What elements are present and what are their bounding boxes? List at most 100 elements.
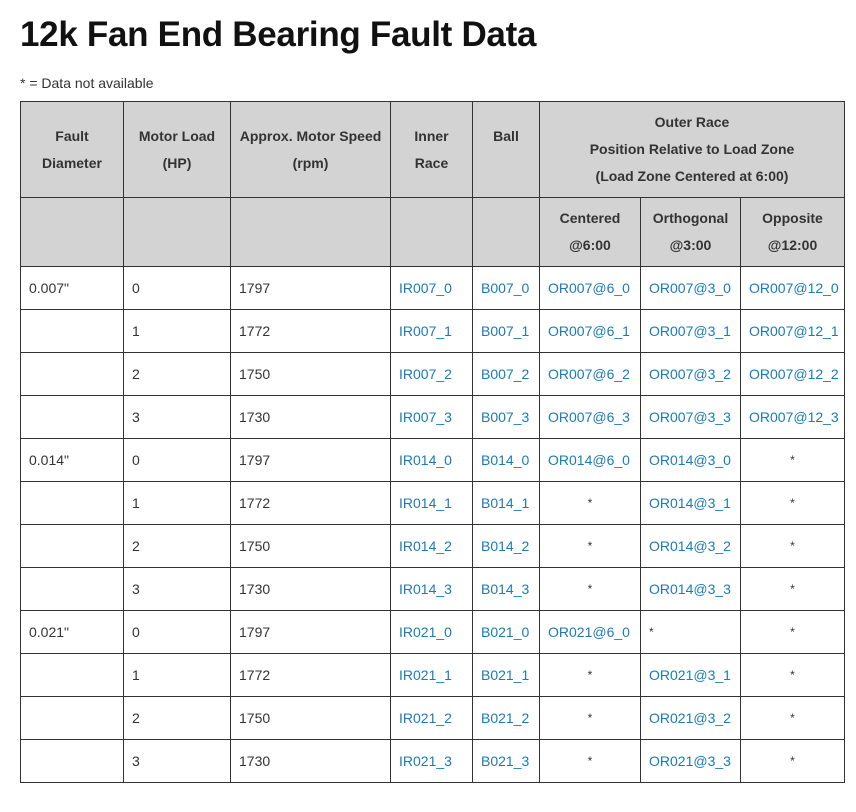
cell-outer-orthogonal[interactable]: OR007@3_3 xyxy=(640,395,741,439)
cell-outer-opposite[interactable]: OR007@12_1 xyxy=(740,309,845,353)
header-row-1: Fault Diameter Motor Load (HP) Approx. M… xyxy=(20,101,845,198)
cell-outer-orthogonal[interactable]: OR014@3_3 xyxy=(640,567,741,611)
cell-motor-load: 0 xyxy=(123,438,231,482)
cell-outer-centered[interactable]: OR007@6_2 xyxy=(539,352,641,396)
cell-outer-centered: * xyxy=(539,696,641,740)
header-spacer xyxy=(481,150,531,177)
cell-outer-centered[interactable]: OR021@6_0 xyxy=(539,610,641,654)
cell-inner-race[interactable]: IR021_0 xyxy=(390,610,473,654)
cell-inner-race[interactable]: IR007_2 xyxy=(390,352,473,396)
cell-motor-load: 3 xyxy=(123,567,231,611)
cell-ball[interactable]: B021_0 xyxy=(472,610,540,654)
cell-motor-speed: 1772 xyxy=(230,653,391,697)
cell-outer-orthogonal[interactable]: OR014@3_1 xyxy=(640,481,741,525)
header-text: @12:00 xyxy=(767,237,818,253)
cell-outer-opposite: * xyxy=(740,481,845,525)
cell-outer-orthogonal[interactable]: OR007@3_2 xyxy=(640,352,741,396)
cell-ball[interactable]: B014_1 xyxy=(472,481,540,525)
table-row: 1 1772 IR021_1 B021_1 * OR021@3_1 * xyxy=(20,653,845,697)
cell-inner-race[interactable]: IR014_2 xyxy=(390,524,473,568)
cell-inner-race[interactable]: IR021_3 xyxy=(390,739,473,783)
cell-motor-load: 1 xyxy=(123,653,231,697)
cell-outer-opposite: * xyxy=(740,610,845,654)
cell-inner-race[interactable]: IR021_1 xyxy=(390,653,473,697)
cell-inner-race[interactable]: IR007_3 xyxy=(390,395,473,439)
cell-ball[interactable]: B007_1 xyxy=(472,309,540,353)
table-row: 2 1750 IR007_2 B007_2 OR007@6_2 OR007@3_2 OR00… xyxy=(20,352,845,396)
cell-outer-opposite: * xyxy=(740,653,845,697)
header-empty xyxy=(230,197,391,267)
header-empty xyxy=(390,197,473,267)
table-row: 1 1772 IR014_1 B014_1 * OR014@3_1 * xyxy=(20,481,845,525)
cell-outer-orthogonal[interactable]: OR007@3_0 xyxy=(640,266,741,310)
cell-outer-opposite: * xyxy=(740,438,845,482)
cell-outer-opposite[interactable]: OR007@12_3 xyxy=(740,395,845,439)
cell-fault-diameter: 0.014" xyxy=(20,438,124,482)
cell-fault-diameter xyxy=(20,481,124,525)
header-text: (Load Zone Centered at 6:00) xyxy=(595,168,789,184)
header-text: Outer Race xyxy=(654,114,730,130)
header-text: Approx. Motor Speed xyxy=(239,127,382,144)
cell-inner-race[interactable]: IR007_1 xyxy=(390,309,473,353)
header-text: Ball xyxy=(493,127,519,144)
cell-inner-race[interactable]: IR021_2 xyxy=(390,696,473,740)
header-text: Position Relative to Load Zone xyxy=(589,141,795,157)
cell-fault-diameter xyxy=(20,696,124,740)
cell-outer-orthogonal[interactable]: OR021@3_3 xyxy=(640,739,741,783)
cell-inner-race[interactable]: IR014_0 xyxy=(390,438,473,482)
cell-ball[interactable]: B021_1 xyxy=(472,653,540,697)
cell-ball[interactable]: B014_0 xyxy=(472,438,540,482)
cell-inner-race[interactable]: IR007_0 xyxy=(390,266,473,310)
header-text: Orthogonal xyxy=(652,210,729,226)
cell-ball[interactable]: B007_3 xyxy=(472,395,540,439)
cell-outer-orthogonal[interactable]: OR014@3_0 xyxy=(640,438,741,482)
cell-ball[interactable]: B014_2 xyxy=(472,524,540,568)
header-motor-speed: Approx. Motor Speed (rpm) xyxy=(230,101,391,198)
cell-ball[interactable]: B007_2 xyxy=(472,352,540,396)
cell-fault-diameter xyxy=(20,653,124,697)
cell-ball[interactable]: B021_2 xyxy=(472,696,540,740)
cell-outer-orthogonal[interactable]: OR021@3_1 xyxy=(640,653,741,697)
header-text: (HP) xyxy=(162,154,192,171)
header-text: (rpm) xyxy=(292,154,329,171)
cell-motor-speed: 1730 xyxy=(230,395,391,439)
cell-motor-speed: 1797 xyxy=(230,266,391,310)
cell-outer-centered[interactable]: OR007@6_3 xyxy=(539,395,641,439)
cell-inner-race[interactable]: IR014_3 xyxy=(390,567,473,611)
cell-outer-centered[interactable]: OR007@6_0 xyxy=(539,266,641,310)
cell-outer-centered[interactable]: OR007@6_1 xyxy=(539,309,641,353)
table-row: 0.014" 0 1797 IR014_0 B014_0 OR014@6_0 OR014@3… xyxy=(20,438,845,482)
cell-outer-centered: * xyxy=(539,739,641,783)
cell-outer-orthogonal[interactable]: OR014@3_2 xyxy=(640,524,741,568)
cell-motor-load: 0 xyxy=(123,610,231,654)
cell-ball[interactable]: B021_3 xyxy=(472,739,540,783)
header-opposite: Opposite @12:00 xyxy=(740,197,845,267)
cell-motor-load: 3 xyxy=(123,395,231,439)
cell-inner-race[interactable]: IR014_1 xyxy=(390,481,473,525)
cell-motor-speed: 1750 xyxy=(230,696,391,740)
cell-outer-opposite[interactable]: OR007@12_0 xyxy=(740,266,845,310)
header-text: Race xyxy=(414,154,449,171)
cell-outer-opposite: * xyxy=(740,739,845,783)
cell-outer-orthogonal[interactable]: OR021@3_2 xyxy=(640,696,741,740)
header-text: Diameter xyxy=(42,154,102,171)
availability-note: * = Data not available xyxy=(20,75,154,91)
cell-outer-orthogonal[interactable]: OR007@3_1 xyxy=(640,309,741,353)
cell-outer-orthogonal: * xyxy=(640,610,741,654)
fault-data-table: Fault Diameter Motor Load (HP) Approx. M… xyxy=(20,101,845,783)
cell-outer-centered[interactable]: OR014@6_0 xyxy=(539,438,641,482)
table-row: 2 1750 IR014_2 B014_2 * OR014@3_2 * xyxy=(20,524,845,568)
cell-outer-centered: * xyxy=(539,567,641,611)
cell-motor-speed: 1797 xyxy=(230,438,391,482)
header-text: Fault xyxy=(55,127,89,144)
header-centered: Centered @6:00 xyxy=(539,197,641,267)
header-text: Inner xyxy=(414,127,449,144)
cell-motor-load: 2 xyxy=(123,696,231,740)
cell-ball[interactable]: B007_0 xyxy=(472,266,540,310)
cell-outer-opposite[interactable]: OR007@12_2 xyxy=(740,352,845,396)
cell-fault-diameter xyxy=(20,309,124,353)
cell-motor-speed: 1797 xyxy=(230,610,391,654)
cell-ball[interactable]: B014_3 xyxy=(472,567,540,611)
header-text: @3:00 xyxy=(669,237,712,253)
cell-motor-load: 2 xyxy=(123,352,231,396)
